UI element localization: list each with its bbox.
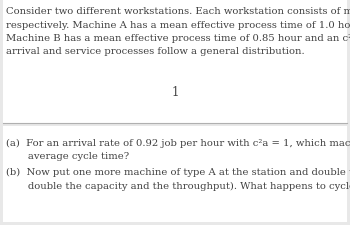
Text: average cycle time?: average cycle time? bbox=[6, 152, 129, 161]
Text: respectively. Machine A has a mean effective process time of 1.0 hours and an c²: respectively. Machine A has a mean effec… bbox=[6, 20, 350, 29]
Text: Machine B has a mean effective process time of 0.85 hour and an c²e of 4. Assume: Machine B has a mean effective process t… bbox=[6, 34, 350, 43]
Text: Consider two different workstations. Each workstation consists of machines A and: Consider two different workstations. Eac… bbox=[6, 7, 350, 16]
Text: arrival and service processes follow a general distribution.: arrival and service processes follow a g… bbox=[6, 47, 304, 56]
Text: double the capacity and the throughput). What happens to cycle time?: double the capacity and the throughput).… bbox=[6, 182, 350, 191]
Text: (a)  For an arrival rate of 0.92 job per hour with c²a = 1, which machine will h: (a) For an arrival rate of 0.92 job per … bbox=[6, 139, 350, 148]
Text: 1: 1 bbox=[171, 86, 179, 99]
Bar bbox=[3, 126, 347, 222]
Bar bbox=[3, 0, 347, 123]
Text: (b)  Now put one more machine of type A at the station and double the arrival ra: (b) Now put one more machine of type A a… bbox=[6, 168, 350, 178]
